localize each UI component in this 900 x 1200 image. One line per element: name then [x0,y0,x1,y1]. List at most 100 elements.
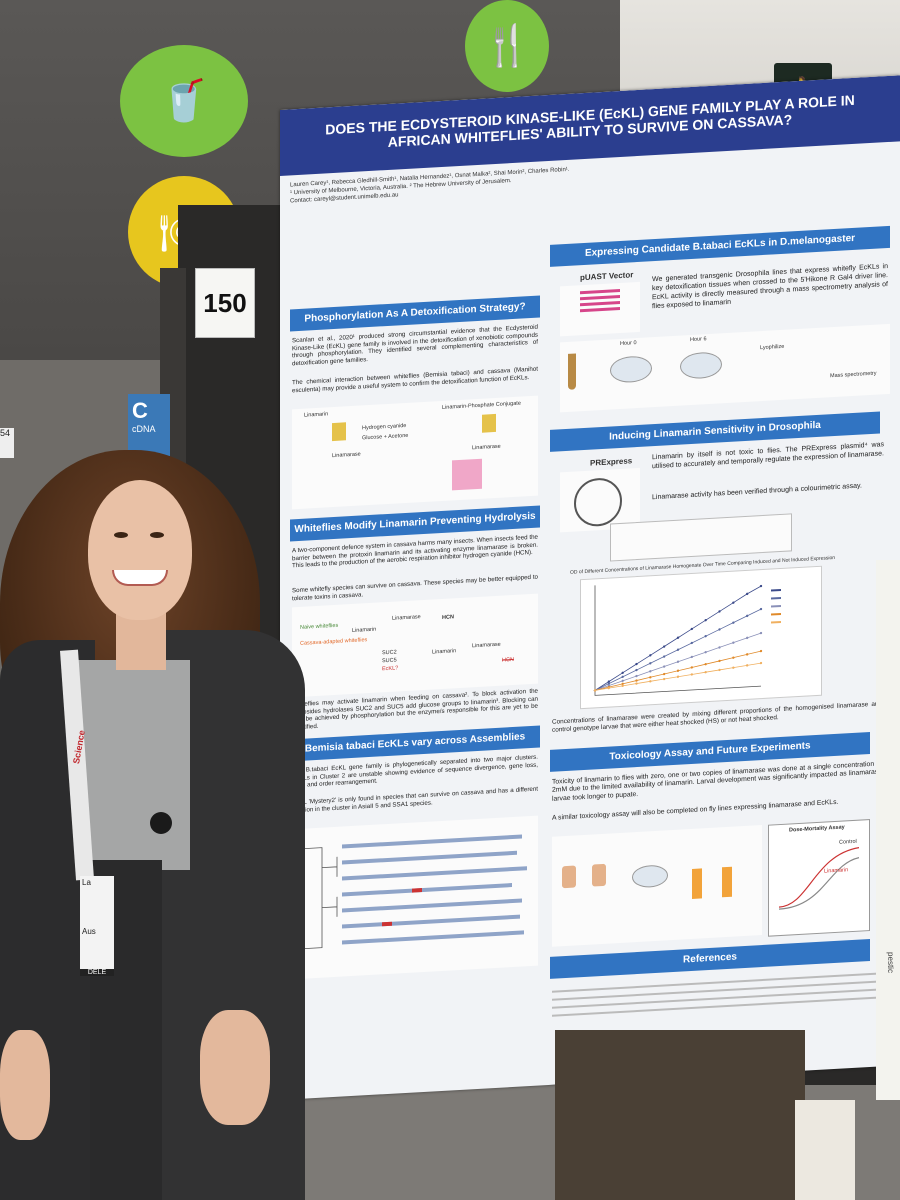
fig-label: Linamarin [352,626,377,634]
chart-point [732,666,735,669]
chart-point [759,584,763,588]
chart-point [621,679,624,683]
fig-label: Linamarase [332,451,361,460]
molecule-highlight [482,413,496,433]
chart-point [759,607,763,611]
person-hand-left [0,1030,50,1140]
chart-point [718,610,721,613]
fig-label: Linamarin-Phosphate Conjugate [442,400,521,411]
chart-point [621,671,624,675]
linamarin-reaction-figure: Linamarin Hydrogen cyanide Glucose + Ace… [292,395,538,510]
chart-point [676,660,680,663]
section-text-bemisia-2: EcKL 'Mystery2' is only found in species… [292,785,538,814]
cutlery-icon: 🍴 [465,0,549,92]
passerby-bag [795,1100,855,1200]
petri-dish-icon [680,351,722,380]
chart-point [621,675,624,679]
person-face [88,480,192,620]
drink-cup-icon: 🥤 [120,45,248,157]
vector-stripe [580,306,620,313]
chart-point [607,686,611,690]
eckl-gene-cluster-figure [292,815,538,980]
plasmid-ring [574,476,622,528]
fig-label: Mass spectrometry [830,370,877,380]
fig-label: Hour 6 [690,336,707,344]
person-shirt [78,660,190,870]
chart-point [704,634,707,638]
background-sign-letter: C [132,398,148,423]
chart-point [593,689,597,692]
vial-icon [692,868,702,899]
section-text-phosphorylation-1: Scanlan et al., 2020¹ produced strong ci… [292,323,538,368]
toxicology-workflow-figure [552,825,762,947]
chart-point [718,668,721,672]
chart-point [649,662,652,665]
chart-point [690,627,694,631]
chart-point [690,673,694,676]
vial-icon [562,865,576,889]
chart-point [649,676,652,679]
chart-point [649,654,652,657]
dose-mortality-curves [778,847,860,910]
chart-point [745,636,749,640]
vector-stripe [580,300,620,307]
fig-label: HCN [442,614,454,621]
chart-point [690,655,694,659]
chart-point [662,677,666,681]
chart-point [759,649,763,653]
linamarase-od-chart [580,565,822,710]
chart-point [745,592,749,596]
chart-point [690,666,694,669]
chart-point [732,621,735,624]
side-board-tag: 54 [0,428,14,458]
chart-point [732,601,735,604]
badge-footer: DELE [80,969,114,976]
chart-point [704,670,707,674]
fig-label: SUC5 [382,657,397,665]
fig-label: EcKL? [382,665,399,673]
person-hand-right [200,1010,270,1125]
fig-label: Linamarase [392,614,421,622]
chart-point [635,674,638,678]
person-eye [114,532,128,538]
neighbour-poster-text: pestic [885,952,895,973]
dose-mortality-panel: Dose-Mortality Assay Control Linamarin [768,819,870,937]
vial-icon [722,866,732,898]
neighbour-poster [876,560,900,1100]
fig-label: Lyophilize [760,343,785,352]
chart-point [635,668,638,672]
vector-stripe [580,294,620,301]
molecule-highlight [332,422,346,442]
fig-label: Linamarase [472,641,501,650]
petri-dish-icon [632,864,668,889]
chart-point [676,669,680,672]
chart-point [690,641,694,645]
chart-point [607,682,611,685]
chart-point [732,656,735,659]
chart-legend-swatch [771,596,781,600]
mass-spec-workflow-figure: Hour 0 Hour 6 Lyophilize Mass spectromet… [560,323,890,413]
section-header-expressing: Expressing Candidate B.tabaci EcKLs in D… [550,225,890,267]
gene-cluster-diagram [302,834,527,950]
fig-label: Linamarase [472,443,501,452]
vial-icon [592,863,606,887]
chart-point [621,682,624,686]
tube-icon [568,353,576,390]
chart-point [649,670,652,673]
fig-label: HCN [502,656,514,664]
person-smile [112,570,168,586]
vector-label: PRExpress [590,456,633,468]
chart-point [704,650,707,654]
chart-point [662,645,666,648]
chart-point [732,641,735,644]
chart-point [718,628,721,631]
fig-label: Hour 0 [620,340,637,347]
legend-control: Control [839,838,857,846]
chart-legend-swatch [771,604,781,608]
chart-point [621,684,624,688]
petri-dish-icon [610,355,652,384]
section-text-phosphorylation-2: The chemical interaction between whitefl… [292,365,538,394]
chart-point [635,662,638,666]
board-number-card: 150 [195,268,255,338]
chart-axes [594,585,761,696]
